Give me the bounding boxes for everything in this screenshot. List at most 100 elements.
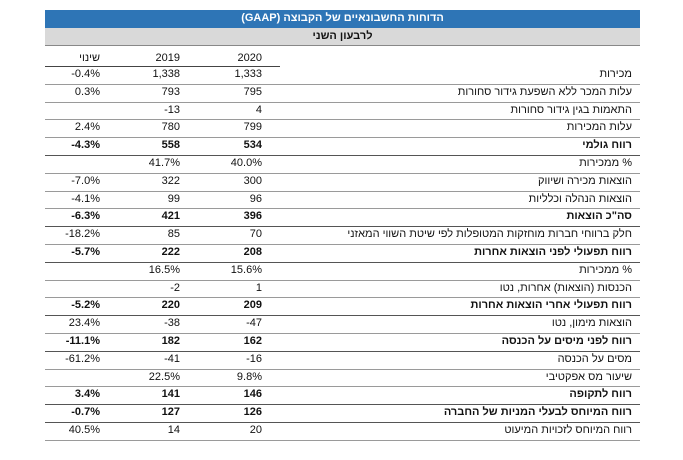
row-label: הכנסות (הוצאות) אחרות, נטו [499, 281, 632, 294]
row-rule [45, 315, 640, 317]
row-label: חלק ברווחי חברות מוחזקות המטופלות לפי שי… [347, 228, 632, 241]
value-2019: 16.5% [148, 263, 180, 276]
row-label: מסים על הכנסה [557, 352, 632, 365]
value-2020: 209 [243, 299, 262, 312]
column-header: 2020 [237, 52, 262, 64]
value-2020: 1 [255, 281, 262, 294]
value-2020: -47 [246, 317, 262, 330]
row-label: רווח לפני מיסים על הכנסה [501, 335, 632, 347]
row-rule [45, 119, 640, 121]
change: -18.2% [65, 228, 100, 241]
value-2019: 421 [161, 210, 180, 223]
title: הדוחות החשבונאיים של הקבוצה (GAAP) [241, 12, 444, 24]
row-rule [45, 422, 640, 423]
value-2020: 15.6% [230, 263, 262, 276]
change: -4.3% [71, 139, 100, 152]
value-2020: 96 [249, 192, 262, 205]
row-label: רווח המיוחס לזכויות המיעוט [504, 424, 632, 436]
row-rule [45, 190, 640, 192]
change: -5.2% [71, 299, 100, 312]
row-label: הוצאות הנהלה וכלליות [528, 192, 632, 205]
value-2019: -38 [164, 317, 180, 330]
value-2020: 300 [243, 174, 262, 187]
row-rule [45, 172, 640, 174]
row-rule [45, 208, 640, 210]
value-2019: 182 [161, 335, 180, 347]
row-rule [45, 333, 640, 334]
value-2020: 795 [243, 85, 262, 98]
row-label: שיעור מס אפקטיבי [545, 370, 632, 383]
value-2020: 70 [249, 228, 262, 241]
row-label: רווח לתקופה [569, 388, 632, 401]
value-2019: 14 [167, 424, 180, 436]
row-label: % ממכירות [579, 263, 632, 276]
change: 40.5% [68, 424, 100, 436]
row-label: מכירות [599, 68, 632, 80]
value-2019: -41 [164, 352, 180, 365]
change: -11.1% [65, 335, 100, 347]
value-2020: 40.0% [230, 157, 262, 169]
subtitle-bar [45, 28, 640, 46]
value-2019: 127 [161, 406, 180, 419]
value-2020: 4 [255, 103, 262, 116]
row-label: רווח תפעולי לפני הוצאות אחרות [474, 246, 632, 258]
row-rule [45, 155, 640, 156]
value-2020: 799 [243, 121, 262, 134]
value-2019: 793 [161, 85, 180, 98]
row-rule [45, 386, 640, 388]
row-label: עלות המכירות [566, 121, 632, 134]
row-rule [45, 350, 640, 352]
value-2019: 22.5% [148, 370, 180, 383]
row-rule [45, 244, 640, 245]
row-rule [45, 101, 640, 103]
change: -4.1% [71, 192, 100, 205]
row-rule [45, 137, 640, 139]
value-2019: 1,338 [152, 68, 180, 80]
row-label: עלות המכר ללא השפעת גידור סחורות [457, 85, 632, 98]
value-2019: 41.7% [148, 157, 180, 169]
value-2019: -13 [164, 103, 180, 116]
value-2019: 220 [161, 299, 180, 312]
value-2020: 9.8% [236, 370, 262, 383]
value-2020: 534 [243, 139, 262, 152]
row-rule [45, 297, 640, 299]
row-rule [45, 368, 640, 370]
value-2020: 146 [243, 388, 262, 401]
value-2019: 222 [161, 246, 180, 258]
row-label: התאמות בגין גידור סחורות [510, 103, 632, 116]
header-rule [45, 66, 280, 67]
row-rule [45, 83, 640, 85]
change: -7.0% [71, 174, 100, 187]
row-rule [45, 404, 640, 406]
row-rule [45, 439, 640, 441]
value-2020: 1,333 [234, 68, 262, 80]
column-header: שינוי [79, 52, 100, 64]
change: -5.7% [71, 246, 100, 258]
value-2020: 162 [243, 335, 262, 347]
row-label: סה"כ הוצאות [566, 210, 632, 223]
row-label: הוצאות מכירה ושיווק [538, 174, 632, 187]
change: 23.4% [68, 317, 100, 330]
row-label: רווח גולמי [582, 139, 632, 152]
value-2019: 99 [167, 192, 180, 205]
row-label: % ממכירות [579, 157, 632, 169]
value-2020: -16 [246, 352, 262, 365]
change: -0.7% [71, 406, 100, 419]
row-label: רווח תפעולי אחרי הוצאות אחרות [470, 299, 633, 312]
title-bar [45, 10, 640, 28]
value-2019: 141 [161, 388, 180, 401]
row-rule [45, 226, 640, 228]
change: -0.4% [71, 68, 100, 80]
value-2019: 85 [167, 228, 180, 241]
value-2020: 208 [243, 246, 262, 258]
subtitle: לרבעון השני [312, 30, 373, 42]
value-2019: 322 [161, 174, 180, 187]
change: -61.2% [65, 352, 100, 365]
value-2019: 558 [161, 139, 180, 152]
value-2019: -2 [170, 281, 180, 294]
value-2020: 396 [243, 210, 262, 223]
value-2020: 20 [249, 424, 262, 436]
row-rule [45, 279, 640, 281]
change: 2.4% [74, 121, 100, 134]
